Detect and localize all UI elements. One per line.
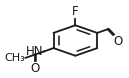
Text: CH₃: CH₃	[4, 53, 25, 63]
Text: O: O	[30, 62, 39, 74]
Text: F: F	[72, 5, 79, 18]
Text: O: O	[114, 35, 123, 48]
Text: HN: HN	[26, 45, 44, 58]
